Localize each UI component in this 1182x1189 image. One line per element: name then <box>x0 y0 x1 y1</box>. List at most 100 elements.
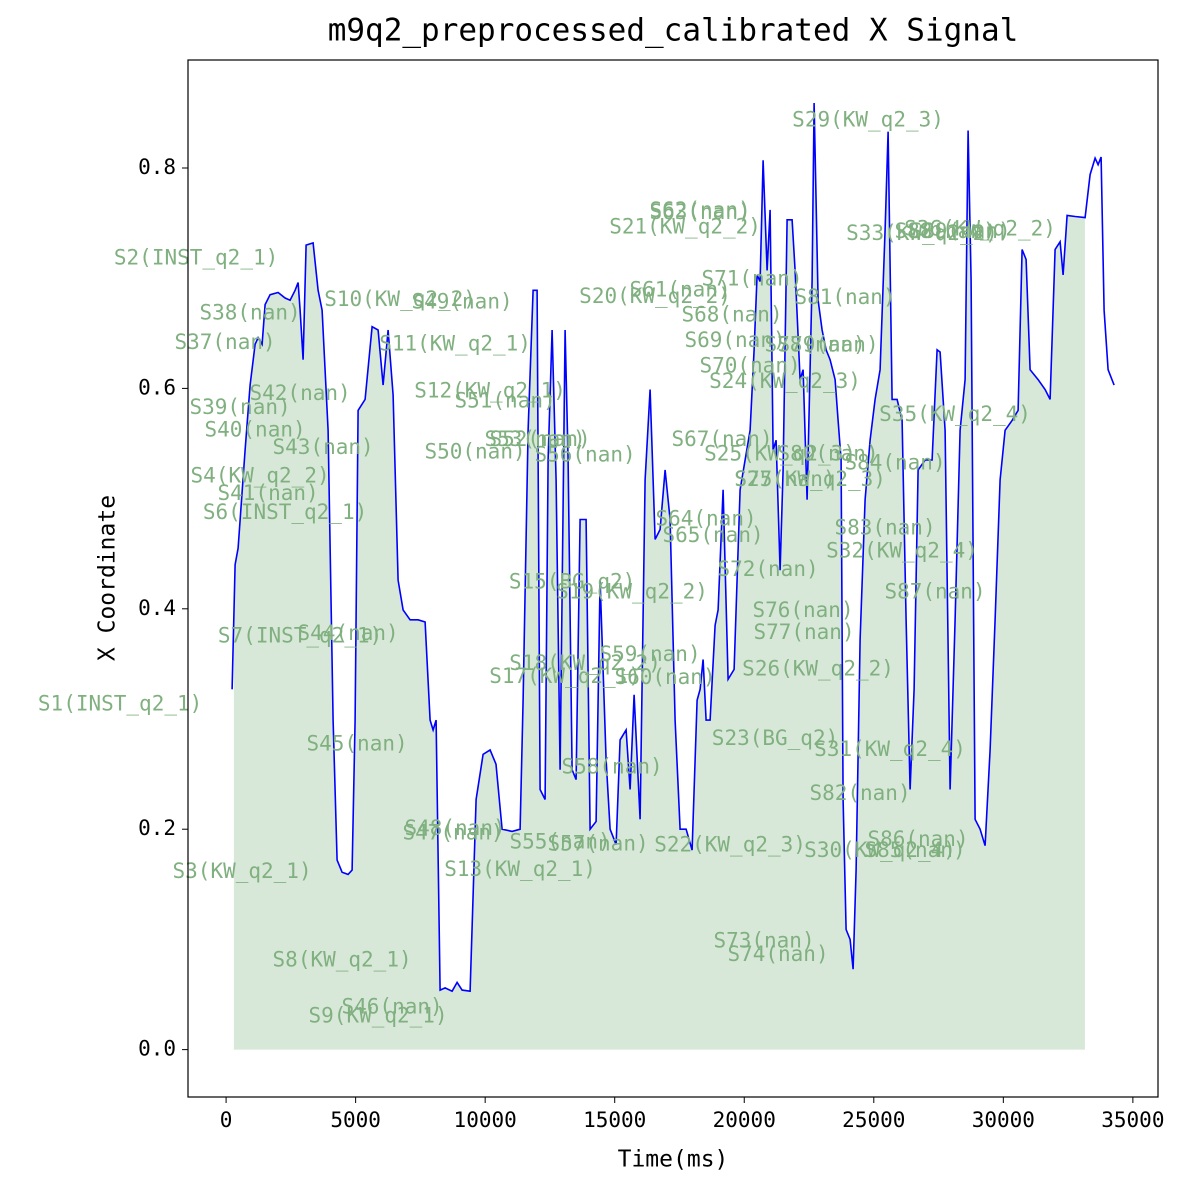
annotation: S38(nan) <box>199 300 300 324</box>
annotation: S46(nan) <box>342 995 443 1019</box>
annotation: S1(INST_q2_1) <box>38 692 202 716</box>
annotation: S68(nan) <box>681 303 782 327</box>
shaded-area <box>233 103 1085 1050</box>
annotation: S25(KW_q2_3) <box>704 442 856 466</box>
annotation: S72(nan) <box>717 557 818 581</box>
annotation: S65(nan) <box>662 523 763 547</box>
annotation: S83(nan) <box>834 515 935 539</box>
annotation: S51(nan) <box>454 389 555 413</box>
x-tick-label: 0 <box>220 1108 233 1132</box>
annotation: S40(nan) <box>204 417 305 441</box>
annotation: S13(KW_q2_1) <box>444 857 596 881</box>
annotation: S29(KW_q2_3) <box>792 108 944 132</box>
annotation: S23(BG_q2) <box>712 726 838 750</box>
annotation: S47(nan) <box>402 821 503 845</box>
annotation: S89(nan) <box>909 219 1010 243</box>
x-tick-label: 15000 <box>583 1108 646 1132</box>
y-tick-label: 0.2 <box>138 816 176 840</box>
annotation: S45(nan) <box>306 731 407 755</box>
annotation: S39(nan) <box>189 395 290 419</box>
annotation: S42(nan) <box>250 381 351 405</box>
annotation: S82(nan) <box>809 781 910 805</box>
annotation: S6(INST_q2_1) <box>203 500 367 524</box>
annotation: S87(nan) <box>884 579 985 603</box>
annotation: S24(KW_q2_3) <box>709 369 861 393</box>
annotation: S20(KW_q2_2) <box>579 284 731 308</box>
y-axis-label: X Coordinate <box>95 495 121 661</box>
annotation: S78(nan) <box>764 332 865 356</box>
annotation: S4(KW_q2_2) <box>191 464 330 488</box>
annotation: S48(nan) <box>404 816 505 840</box>
annotation: S43(nan) <box>273 435 374 459</box>
annotation: S10(KW_q2_2) <box>324 287 476 311</box>
annotation: S33(KW_q2_2) <box>846 221 998 245</box>
annotation: S84(nan) <box>844 450 945 474</box>
annotation: S64(nan) <box>655 507 756 531</box>
annotation: S37(nan) <box>174 330 275 354</box>
annotation: S17(KW_q2_1) <box>489 664 641 688</box>
y-tick-label: 0.8 <box>138 155 176 179</box>
annotation: S15(BG_q2) <box>509 569 635 593</box>
annotation: S63(nan) <box>649 200 750 224</box>
annotation: S18(KW_q2_2) <box>509 651 661 675</box>
annotation: S59(nan) <box>599 642 700 666</box>
annotation: S11(KW_q2_1) <box>379 331 531 355</box>
annotation: S44(nan) <box>298 621 399 645</box>
annotation: S7(INST_q2_1) <box>218 623 382 647</box>
y-tick-label: 0.4 <box>138 596 176 620</box>
annotation: S32(KW_q2_4) <box>826 539 978 563</box>
annotation: S50(nan) <box>424 439 525 463</box>
annotation: S52(nan) <box>489 427 590 451</box>
annotation: S70(nan) <box>699 353 800 377</box>
y-tick-label: 0.0 <box>138 1037 176 1061</box>
annotation: S67(nan) <box>671 427 772 451</box>
annotation: S75(nan) <box>734 467 835 491</box>
annotation: S58(nan) <box>561 754 662 778</box>
annotation: S73(nan) <box>713 929 814 953</box>
annotation: S62(nan) <box>649 198 750 222</box>
annotation: S86(nan) <box>867 827 968 851</box>
annotation: S26(KW_q2_2) <box>742 656 894 680</box>
annotation: S56(nan) <box>534 443 635 467</box>
annotation: S41(nan) <box>218 481 319 505</box>
line <box>231 102 1115 993</box>
annotation: S85(nan) <box>864 838 965 862</box>
annotation: S22(KW_q2_3) <box>654 833 806 857</box>
annotation: S74(nan) <box>727 942 828 966</box>
annotation: S60(nan) <box>614 665 715 689</box>
annotation: S80(nan) <box>777 442 878 466</box>
chart-title: m9q2_preprocessed_calibrated X Signal <box>328 13 1019 49</box>
annotation: S57(nan) <box>547 832 648 856</box>
annotation: S3(KW_q2_1) <box>173 859 312 883</box>
annotation: S76(nan) <box>752 598 853 622</box>
annotation: S69(nan) <box>684 328 785 352</box>
annotation: S2(INST_q2_1) <box>114 245 278 269</box>
annotation: S27(KW_q2_3) <box>734 467 886 491</box>
annotation: S21(KW_q2_2) <box>609 215 761 239</box>
x-axis-label: Time(ms) <box>618 1147 729 1173</box>
annotation: S12(KW_q2_1) <box>414 379 566 403</box>
annotation: S31(KW_q2_4) <box>814 737 966 761</box>
annotation: S88(nan) <box>894 219 995 243</box>
annotation: S36(KW_q2_2) <box>904 217 1056 241</box>
annotation: S49(nan) <box>411 289 512 313</box>
annotation: S30(KW_q2_4) <box>804 838 956 862</box>
x-tick-label: 25000 <box>842 1108 905 1132</box>
annotation: S55(nan) <box>509 829 610 853</box>
plot-frame <box>187 59 1159 1098</box>
x-tick-label: 30000 <box>972 1108 1035 1132</box>
annotation: S8(KW_q2_1) <box>273 947 412 971</box>
x-tick-label: 5000 <box>330 1108 381 1132</box>
x-tick-label: 35000 <box>1101 1108 1164 1132</box>
annotation: S77(nan) <box>753 620 854 644</box>
annotation: S53(nan) <box>484 427 585 451</box>
annotation: S35(KW_q2_4) <box>879 402 1031 426</box>
x-tick-label: 20000 <box>713 1108 776 1132</box>
annotation: S61(nan) <box>629 277 730 301</box>
annotation: S19(KW_q2_2) <box>556 579 708 603</box>
x-tick-label: 10000 <box>454 1108 517 1132</box>
annotation: S81(nan) <box>794 285 895 309</box>
annotation: S9(KW_q2_1) <box>309 1004 448 1028</box>
annotation: S71(nan) <box>701 266 802 290</box>
